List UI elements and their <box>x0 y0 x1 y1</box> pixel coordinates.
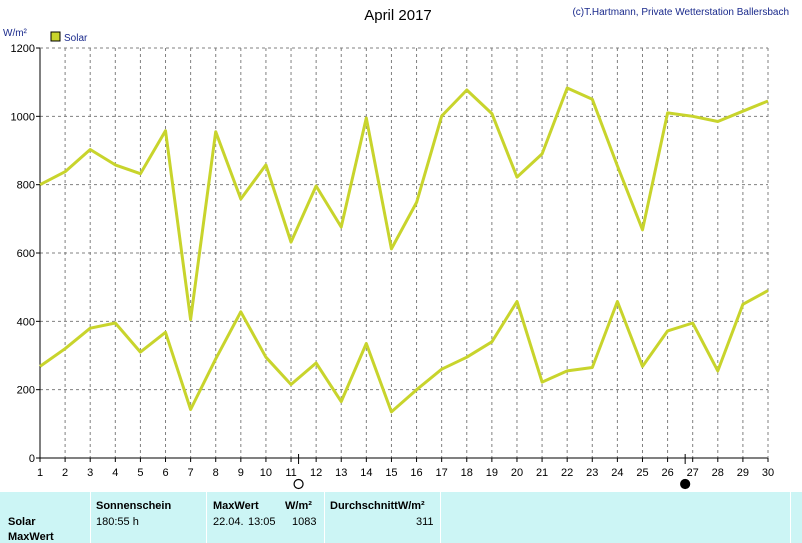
x-tick-label: 1 <box>37 467 43 479</box>
x-tick-label: 16 <box>410 467 422 479</box>
header-unit: W/m² <box>285 500 312 512</box>
series-line-max <box>39 86 769 322</box>
x-tick-label: 26 <box>661 467 673 479</box>
x-tick-label: 24 <box>611 467 623 479</box>
y-tick-label: 600 <box>17 248 35 260</box>
divider <box>440 492 441 543</box>
y-tick-label: 0 <box>29 453 35 465</box>
y-axis-unit: W/m² <box>3 28 28 39</box>
row-label-maxwert: MaxWert <box>8 531 54 543</box>
x-tick-label: 9 <box>238 467 244 479</box>
x-tick-label: 21 <box>536 467 548 479</box>
x-tick-label: 10 <box>260 467 272 479</box>
x-tick-label: 25 <box>636 467 648 479</box>
x-tick-label: 30 <box>762 467 774 479</box>
x-tick-label: 18 <box>461 467 473 479</box>
y-tick-label: 800 <box>17 180 35 192</box>
legend-swatch <box>50 31 61 42</box>
new-moon-icon <box>680 478 691 490</box>
x-tick-label: 13 <box>335 467 347 479</box>
statistics-panel: Sonnenschein MaxWert W/m² DurchschnittW/… <box>0 492 802 543</box>
x-tick-label: 12 <box>310 467 322 479</box>
y-tick-label: 200 <box>17 385 35 397</box>
x-tick-label: 15 <box>385 467 397 479</box>
x-tick-label: 19 <box>486 467 498 479</box>
y-tick-labels: 0 200 400 600 800 1000 1200 <box>11 43 35 465</box>
max-value: 1083 <box>292 516 317 528</box>
x-tick-label: 29 <box>737 467 749 479</box>
x-tick-label: 11 <box>285 467 296 479</box>
average-value: 311 <box>416 516 434 528</box>
divider <box>790 492 791 543</box>
divider <box>90 492 91 543</box>
divider <box>324 492 325 543</box>
header-average: DurchschnittW/m² <box>330 500 425 512</box>
solar-chart: April 2017 (c)T.Hartmann, Private Wetter… <box>3 7 789 490</box>
x-tick-label: 14 <box>360 467 372 479</box>
max-date: 22.04. <box>213 516 244 528</box>
grid <box>36 47 769 462</box>
sunshine-value: 180:55 h <box>96 516 139 528</box>
x-tick-label: 6 <box>162 467 168 479</box>
moon-markers <box>293 454 691 490</box>
series-line-mean <box>39 289 769 414</box>
x-tick-label: 2 <box>62 467 68 479</box>
series-lines <box>39 86 769 414</box>
x-tick-label: 27 <box>687 467 699 479</box>
credit-text: (c)T.Hartmann, Private Wetterstation Bal… <box>572 7 789 18</box>
x-tick-label: 22 <box>561 467 573 479</box>
x-tick-label: 3 <box>87 467 93 479</box>
x-tick-label: 20 <box>511 467 523 479</box>
y-tick-label: 1000 <box>11 111 35 123</box>
x-tick-label: 17 <box>436 467 448 479</box>
x-tick-label: 8 <box>213 467 219 479</box>
header-sunshine: Sonnenschein <box>96 500 172 512</box>
x-tick-label: 4 <box>112 467 118 479</box>
y-tick-label: 400 <box>17 316 35 328</box>
header-maxwert: MaxWert <box>213 500 259 512</box>
y-tick-label: 1200 <box>11 43 35 55</box>
row-label-solar: Solar <box>8 516 36 528</box>
x-tick-label: 7 <box>188 467 194 479</box>
x-tick-label: 28 <box>712 467 724 479</box>
full-moon-icon <box>293 478 304 490</box>
max-time: 13:05 <box>248 516 276 528</box>
legend-label: Solar <box>64 33 88 44</box>
x-tick-labels: 1 2 3 4 5 6 7 8 9 10 11 12 13 14 15 16 17 18 19 20 21 22 23 24 2… <box>37 467 774 479</box>
chart-title: April 2017 <box>364 7 432 24</box>
x-tick-label: 23 <box>586 467 598 479</box>
divider <box>206 492 207 543</box>
x-tick-label: 5 <box>137 467 143 479</box>
